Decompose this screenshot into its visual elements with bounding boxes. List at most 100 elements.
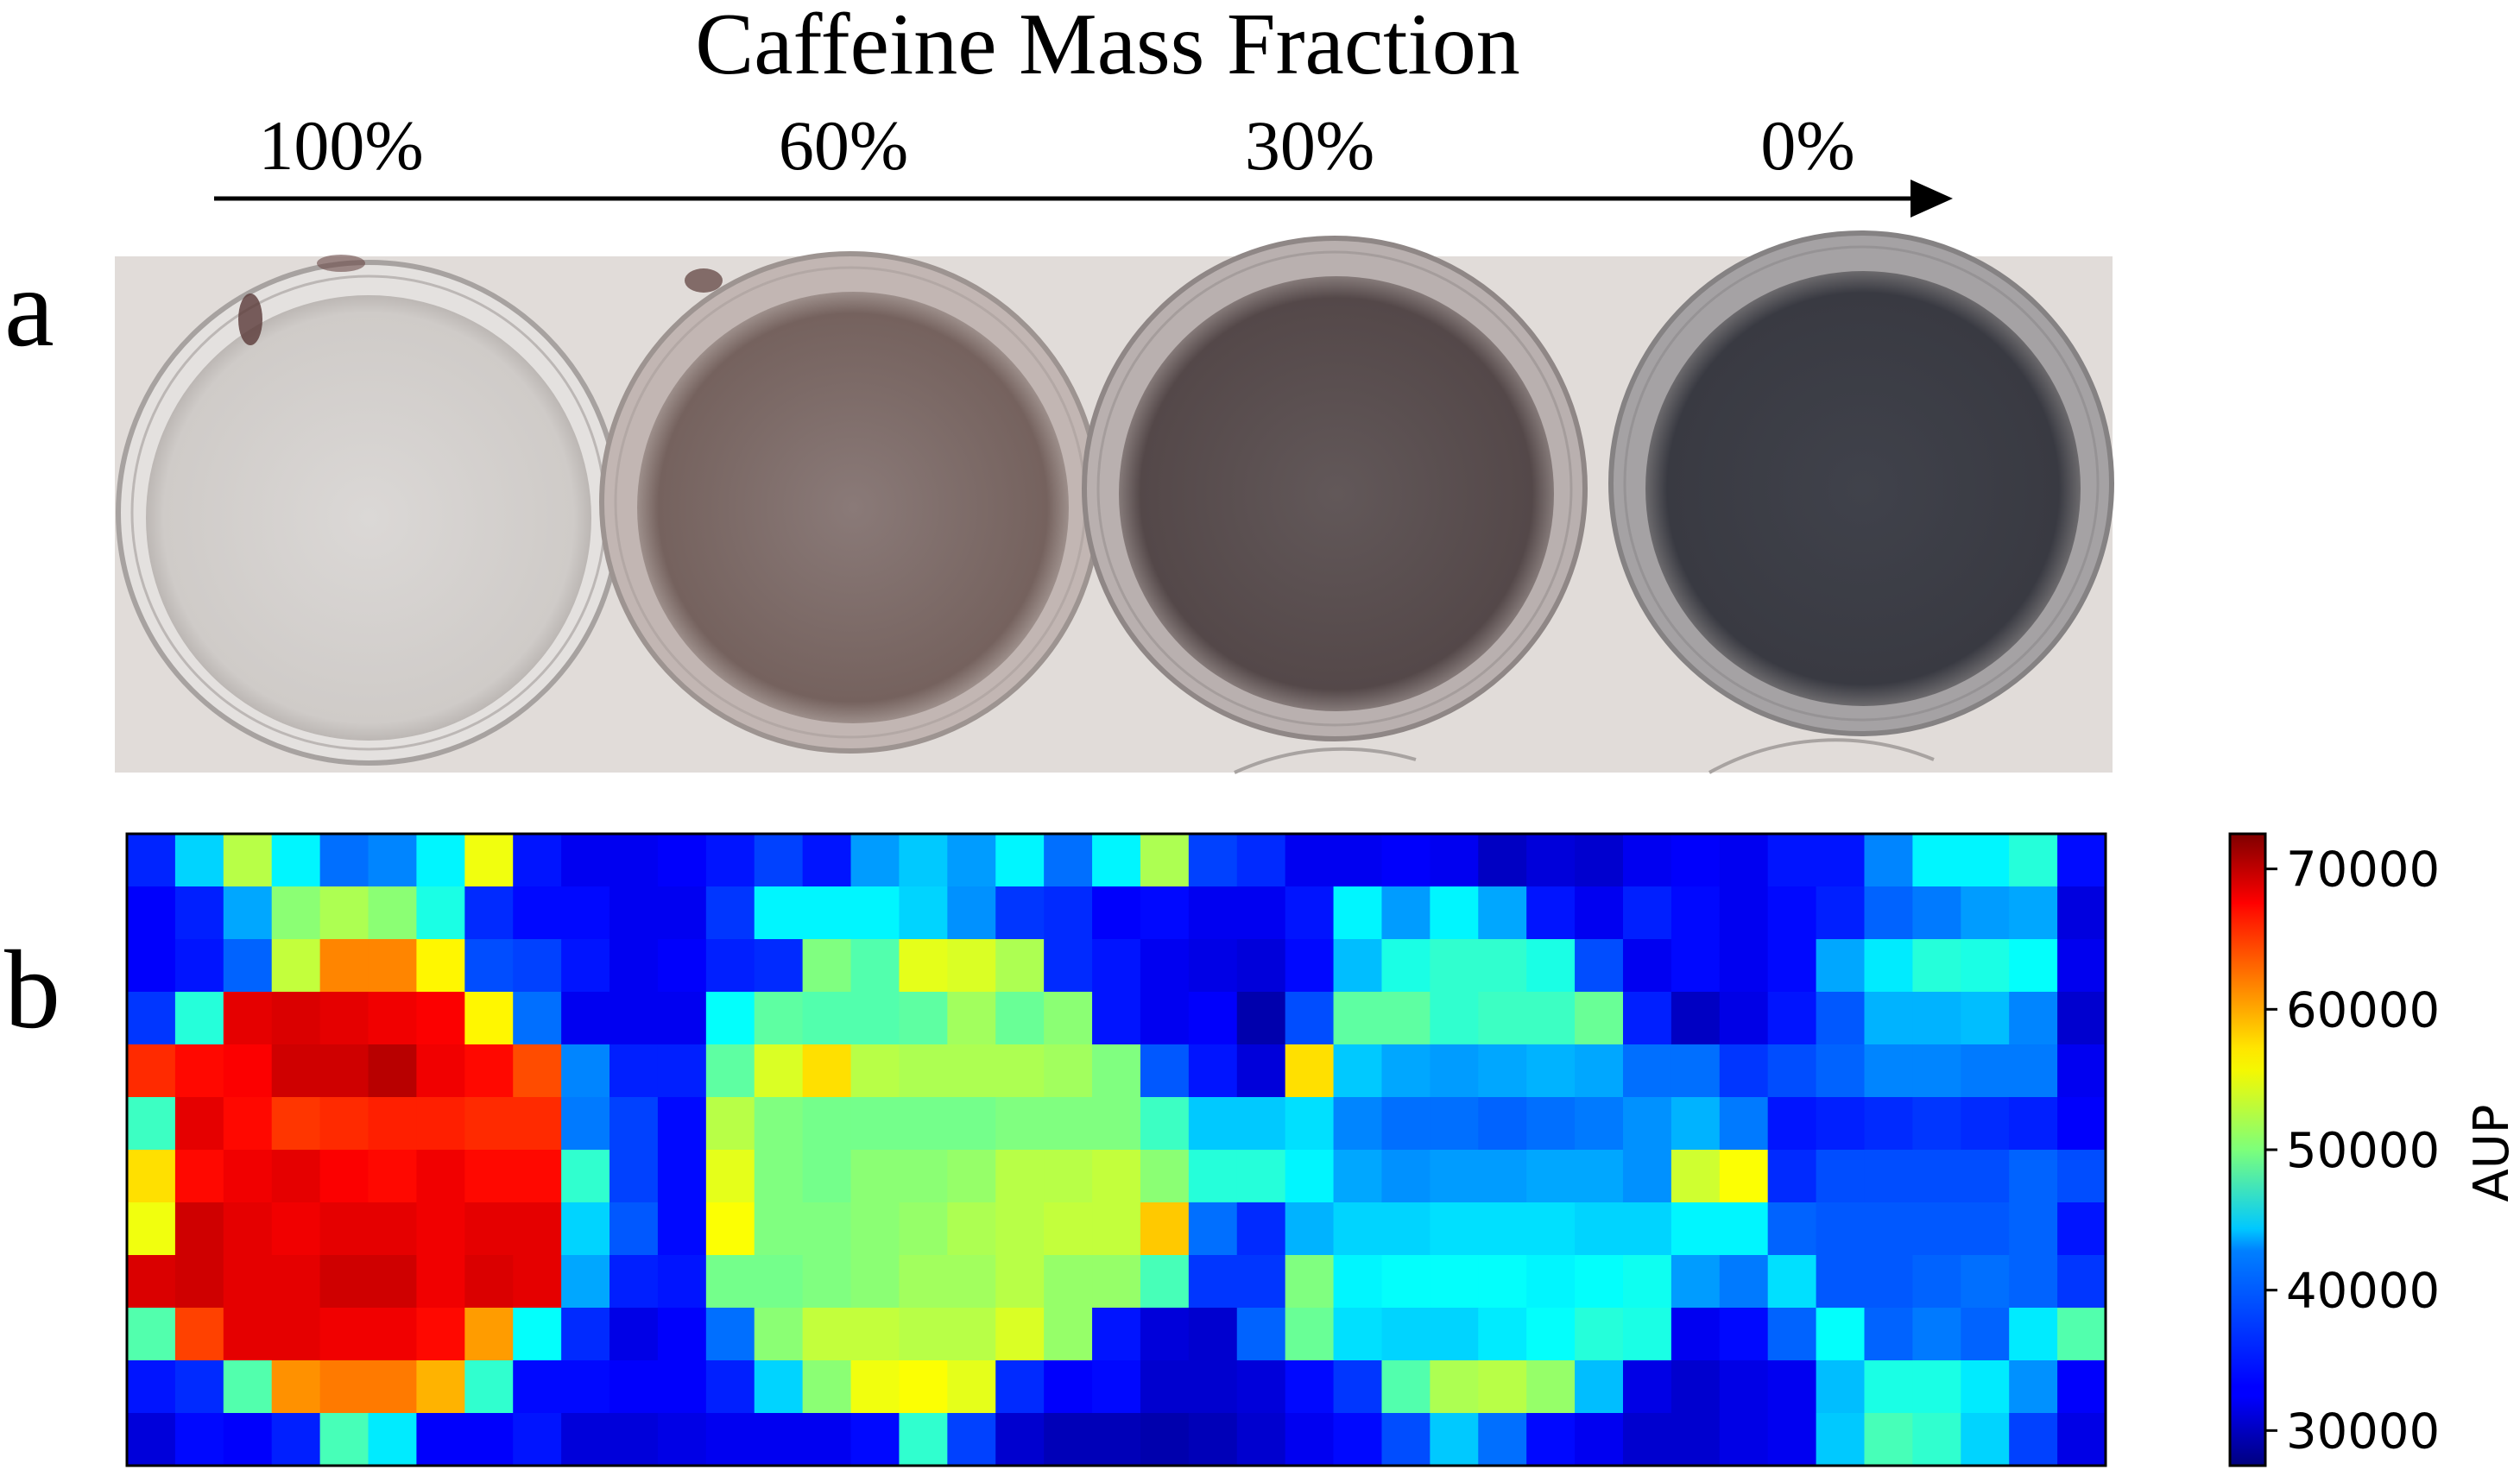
heatmap-cell (319, 1308, 369, 1361)
heatmap-cell (1092, 939, 1141, 993)
heatmap-cell (127, 1150, 176, 1203)
heatmap-cell (1912, 834, 1961, 887)
heatmap-cell (1864, 834, 1913, 887)
heatmap-cell (1575, 939, 1624, 993)
heatmap-cell (1622, 1255, 1672, 1309)
heatmap-cell (705, 1255, 755, 1309)
heatmap-cell (657, 1202, 707, 1256)
heatmap-cell (705, 1360, 755, 1414)
heatmap-cell (609, 1202, 659, 1256)
heatmap-cell (1719, 1202, 1769, 1256)
heatmap-cell (1044, 1413, 1093, 1467)
heatmap-cell (271, 1202, 321, 1256)
heatmap-cell (995, 886, 1045, 940)
heatmap-cell (1478, 1360, 1527, 1414)
heatmap-cell (1044, 886, 1093, 940)
heatmap-cell (1719, 1360, 1769, 1414)
heatmap-cell (464, 1097, 514, 1151)
heatmap-cell (657, 1097, 707, 1151)
heatmap-cell (1671, 1097, 1721, 1151)
heatmap-cell (899, 992, 948, 1045)
heatmap-cell (850, 1413, 900, 1467)
heatmap-cell (1140, 834, 1190, 887)
heatmap-cell (1719, 1097, 1769, 1151)
heatmap-cell (319, 1150, 369, 1203)
heatmap-cell (609, 1413, 659, 1467)
heatmap-cell (1285, 1202, 1335, 1256)
heatmap-cell (1816, 992, 1866, 1045)
heatmap-cell (1526, 992, 1576, 1045)
heatmap-cell (1333, 1255, 1383, 1309)
heatmap-cell (2009, 1044, 2058, 1098)
heatmap-cell (899, 1255, 948, 1309)
heatmap-cell (1092, 886, 1141, 940)
heatmap-cell (561, 1413, 610, 1467)
heatmap-cell (2009, 886, 2058, 940)
heatmap-cell (1526, 1255, 1576, 1309)
heatmap-cell (464, 992, 514, 1045)
heatmap-cell (174, 939, 224, 993)
heatmap-cell (1961, 1202, 2010, 1256)
heatmap-cell (513, 834, 562, 887)
heatmap-cell (1188, 1097, 1238, 1151)
heatmap-cell (2009, 834, 2058, 887)
heatmap-cell (754, 1360, 804, 1414)
heatmap-cell (1381, 1150, 1431, 1203)
heatmap-cell (1719, 1308, 1769, 1361)
heatmap-cell (1864, 1413, 1913, 1467)
heatmap-cell (1864, 1097, 1913, 1151)
heatmap-cell (705, 1202, 755, 1256)
heatmap-cell (1430, 939, 1479, 993)
heatmap-cell (368, 992, 418, 1045)
heatmap-cell (1622, 939, 1672, 993)
heatmap-cell (1381, 939, 1431, 993)
heatmap-cell (802, 886, 852, 940)
heatmap-cell (1816, 1044, 1866, 1098)
heatmap-cell (1961, 1044, 2010, 1098)
heatmap-cell (464, 1255, 514, 1309)
heatmap-cell (609, 1097, 659, 1151)
heatmap-cell (464, 1202, 514, 1256)
heatmap-cell (1719, 834, 1769, 887)
heatmap-cell (464, 886, 514, 940)
heatmap-cell (1575, 1255, 1624, 1309)
heatmap-cell (899, 1150, 948, 1203)
heatmap-cell (947, 1255, 996, 1309)
heatmap-cell (223, 1150, 273, 1203)
heatmap-cell (1961, 886, 2010, 940)
heatmap-cell (174, 1308, 224, 1361)
heatmap-cell (464, 1308, 514, 1361)
heatmap-cell (1864, 1308, 1913, 1361)
heatmap-cell (1912, 1097, 1961, 1151)
heatmap-cell (1285, 886, 1335, 940)
heatmap-cell (368, 1413, 418, 1467)
heatmap-cell (1961, 1308, 2010, 1361)
heatmap-cell (2057, 1044, 2106, 1098)
heatmap-cell (319, 1255, 369, 1309)
heatmap-cell (174, 992, 224, 1045)
heatmap-cell (1961, 939, 2010, 993)
heatmap-cell (223, 886, 273, 940)
heatmap-cell (1092, 1202, 1141, 1256)
heatmap-cell (1671, 834, 1721, 887)
heatmap-cell (1236, 1044, 1286, 1098)
heatmap-cell (1767, 939, 1817, 993)
heatmap-cell (1767, 1413, 1817, 1467)
heatmap-cell (802, 1202, 852, 1256)
heatmap-cell (174, 886, 224, 940)
heatmap-cell (1430, 1150, 1479, 1203)
heatmap-cell (2057, 1413, 2106, 1467)
heatmap-cell (464, 834, 514, 887)
heatmap-cell (1526, 1150, 1576, 1203)
heatmap-cell (657, 834, 707, 887)
heatmap-cell (174, 1150, 224, 1203)
heatmap-cell (2009, 1202, 2058, 1256)
heatmap-cell (1333, 834, 1383, 887)
petri-dish-0 (1608, 230, 2114, 736)
heatmap-cell (561, 939, 610, 993)
heatmap-cell (1478, 1097, 1527, 1151)
heatmap-cell (1526, 1202, 1576, 1256)
heatmap-cell (416, 939, 465, 993)
heatmap-cell (127, 1255, 176, 1309)
